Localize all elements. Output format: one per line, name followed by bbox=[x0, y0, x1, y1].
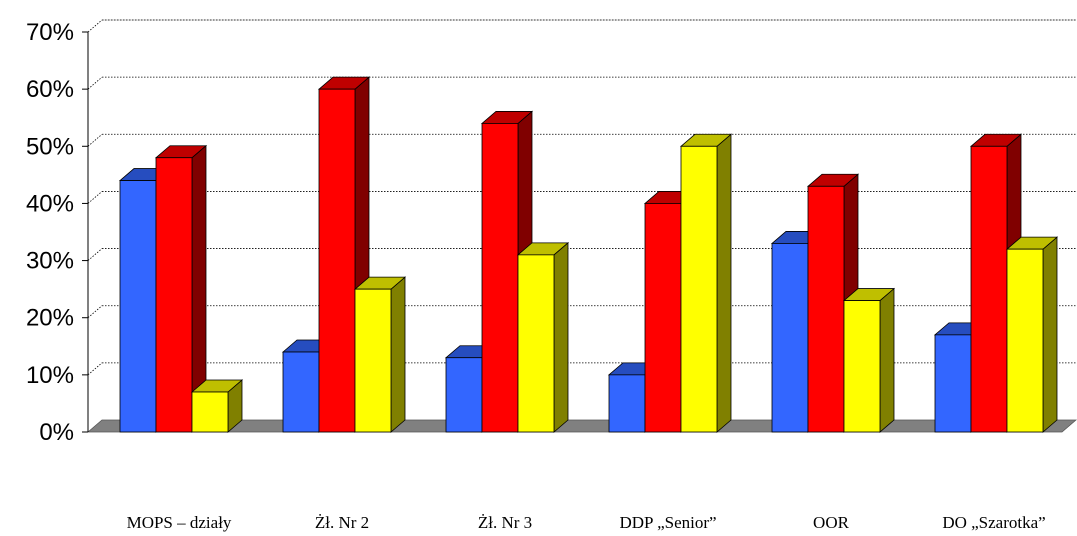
y-tick-label: 10% bbox=[26, 362, 74, 389]
bar-front bbox=[680, 145, 718, 433]
bar-group bbox=[281, 76, 407, 433]
bar-group bbox=[933, 133, 1059, 433]
gridline-side bbox=[87, 362, 103, 376]
y-tick-label: 60% bbox=[26, 76, 74, 103]
bar-front bbox=[354, 288, 392, 433]
bar bbox=[516, 241, 570, 433]
bar bbox=[190, 379, 244, 433]
gridline-side bbox=[87, 305, 103, 319]
x-tick-label: DO „Szarotka” bbox=[942, 513, 1045, 532]
bar bbox=[842, 287, 896, 433]
bar bbox=[317, 76, 371, 433]
bar-front bbox=[934, 334, 972, 433]
bar bbox=[679, 133, 733, 433]
bar-side bbox=[553, 241, 569, 433]
x-tick-label: MOPS – działy bbox=[127, 513, 232, 532]
bar bbox=[353, 276, 407, 433]
x-tick-label: DDP „Senior” bbox=[619, 513, 716, 532]
y-axis: 0% 10% 20% 30% 40% 50% 60% 70% bbox=[26, 19, 89, 446]
gridline-side bbox=[87, 76, 103, 90]
y-tick-label: 30% bbox=[26, 248, 74, 275]
y-tick-label: 20% bbox=[26, 305, 74, 332]
gridlines bbox=[87, 19, 1076, 376]
gridline-side bbox=[87, 248, 103, 261]
x-axis-labels: MOPS – działy Żł. Nr 2 Żł. Nr 3 DDP „Senior… bbox=[127, 513, 1046, 532]
bar-front bbox=[644, 203, 682, 433]
y-tick-label: 50% bbox=[26, 133, 74, 160]
bar-front bbox=[517, 254, 555, 433]
bar-front bbox=[771, 243, 809, 433]
bar-group bbox=[118, 144, 244, 433]
y-tick-label: 70% bbox=[26, 19, 74, 46]
bar bbox=[154, 144, 208, 433]
bar-front bbox=[843, 300, 881, 433]
x-tick-label: OOR bbox=[813, 513, 850, 532]
y-tick-label: 0% bbox=[39, 419, 74, 446]
bar-front bbox=[608, 374, 646, 433]
bar-front bbox=[119, 180, 157, 433]
bar-front bbox=[282, 351, 320, 433]
bar-front bbox=[318, 88, 356, 433]
bar-front bbox=[970, 145, 1008, 433]
bar-front bbox=[1006, 248, 1044, 433]
gridline-side bbox=[87, 19, 103, 33]
bars bbox=[118, 76, 1059, 433]
bar-front bbox=[191, 391, 229, 433]
bar-front bbox=[445, 357, 483, 433]
bar-group bbox=[607, 133, 733, 433]
gridline-side bbox=[87, 133, 103, 147]
gridline-side bbox=[87, 191, 103, 204]
bar-side bbox=[716, 133, 732, 433]
bar-group bbox=[770, 173, 896, 433]
x-tick-label: Żł. Nr 3 bbox=[478, 513, 532, 532]
bar-side bbox=[879, 287, 895, 433]
bar-side bbox=[390, 276, 406, 433]
bar-front bbox=[807, 185, 845, 433]
bar-side bbox=[1042, 236, 1058, 433]
bar-front bbox=[155, 157, 193, 433]
x-tick-label: Żł. Nr 2 bbox=[315, 513, 369, 532]
bar bbox=[1005, 236, 1059, 433]
y-tick-label: 40% bbox=[26, 190, 74, 217]
bar-front bbox=[481, 123, 519, 433]
bar-group bbox=[444, 110, 570, 433]
